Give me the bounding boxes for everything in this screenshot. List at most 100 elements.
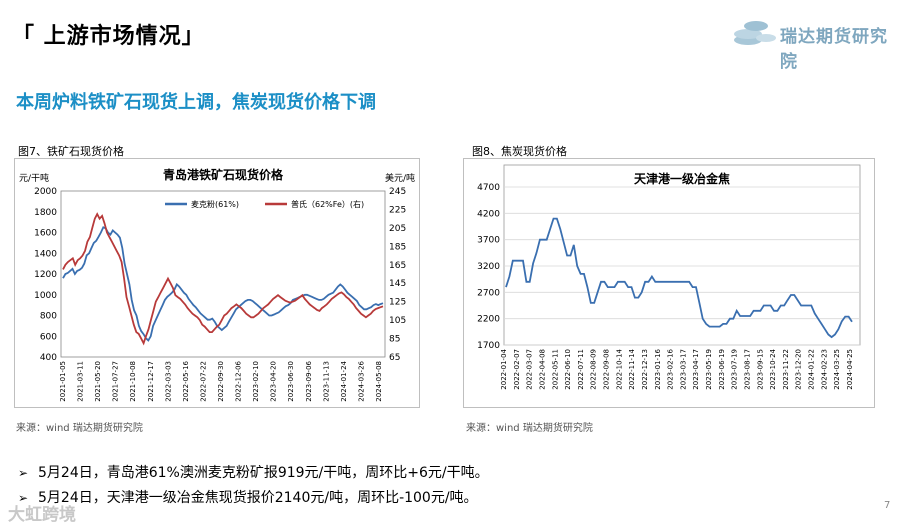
y2-tick-label: 125: [389, 298, 406, 308]
x-tick-label: 2023-11-13: [322, 361, 330, 402]
y2-tick-label: 185: [389, 242, 406, 252]
y2-tick-label: 85: [389, 335, 400, 345]
x-tick-label: 2022-05-16: [182, 360, 190, 401]
mac-fines-series-line: [62, 226, 384, 342]
x-tick-label: 2024-02-23: [820, 349, 828, 390]
figure8-source: 来源：wind 瑞达期货研究院: [466, 423, 593, 434]
x-tick-label: 2023-01-16: [654, 348, 662, 389]
y-tick-label: 3700: [477, 236, 500, 246]
x-tick-label: 2023-07-19: [731, 349, 739, 390]
x-tick-label: 2022-07-22: [199, 361, 207, 402]
y-tick-label: 600: [40, 332, 57, 342]
y2-tick-label: 65: [389, 353, 400, 363]
x-tick-label: 2022-03-03: [164, 361, 172, 402]
x-tick-label: 2022-10-14: [615, 348, 623, 389]
bullet-item: ➢ 5月24日，天津港一级冶金焦现货报价2140元/吨，周环比-100元/吨。: [18, 487, 478, 507]
coke-price-series-line: [505, 217, 853, 339]
x-tick-label: 2023-04-17: [692, 349, 700, 390]
x-tick-label: 2022-12-06: [235, 360, 243, 401]
coin-icon: [756, 34, 776, 42]
x-tick-label: 2023-11-22: [782, 349, 790, 390]
x-tick-label: 2022-03-07: [526, 349, 534, 390]
x-tick-label: 2021-07-27: [112, 361, 120, 402]
bullet-text: 5月24日，天津港一级冶金焦现货报价2140元/吨，周环比-100元/吨。: [38, 490, 478, 506]
x-tick-label: 2024-01-22: [808, 349, 816, 390]
x-tick-label: 2023-12-20: [795, 349, 803, 390]
y-tick-label: 4200: [477, 209, 500, 219]
figure8-frame: 天津港一级冶金焦 1700 2200 2700 3200 3700 4200 4700 2022…: [463, 158, 875, 408]
figure7-frame: 青岛港铁矿石现货价格 元/干吨 美元/吨 400 600 800 1000 1200 1400 1…: [14, 158, 420, 408]
coin-icon: [734, 29, 762, 39]
plot-area: [60, 190, 386, 358]
page-number: 7: [884, 500, 891, 511]
x-tick-label: 2023-06-19: [718, 349, 726, 390]
platts-series-line: [62, 212, 384, 346]
arrow-bullet-icon: ➢: [18, 491, 29, 505]
x-tick-label: 2024-05-08: [375, 361, 383, 402]
y-tick-label: 2700: [477, 288, 500, 298]
x-tick-label: 2021-03-11: [77, 361, 85, 402]
y-tick-label: 800: [40, 312, 57, 322]
iron-ore-price-chart: 青岛港铁矿石现货价格 元/干吨 美元/吨 400 600 800 1000 1200 1400 1…: [19, 167, 415, 402]
y-tick-label: 1700: [477, 341, 500, 351]
x-tick-label: 2023-08-17: [743, 349, 751, 390]
x-tick-label: 2022-05-11: [551, 349, 559, 390]
bullet-text: 5月24日，青岛港61%澳洲麦克粉矿报919元/干吨，周环比+6元/干吨。: [38, 465, 489, 481]
coin-icon: [744, 21, 768, 31]
x-tick-label: 2021-10-08: [129, 361, 137, 402]
x-tick-label: 2023-02-16: [667, 348, 675, 389]
y-tick-label: 1400: [34, 249, 57, 259]
x-tick-label: 2021-05-20: [94, 361, 102, 402]
y-tick-label: 1000: [34, 291, 57, 301]
x-tick-label: 2022-09-30: [217, 361, 225, 402]
x-tick-label: 2023-05-19: [705, 349, 713, 390]
y-tick-label: 1200: [34, 270, 57, 280]
y2-tick-label: 205: [389, 224, 406, 234]
plot-area: [503, 164, 861, 346]
y2-axis-label: 美元/吨: [385, 172, 415, 184]
x-tick-label: 2022-07-11: [577, 349, 585, 390]
y-tick-label: 3200: [477, 262, 500, 272]
company-logo: [734, 21, 776, 45]
figure8-caption: 图8、焦炭现货价格: [472, 145, 567, 158]
x-tick-label: 2022-12-13: [641, 349, 649, 390]
x-tick-label: 2021-01-05: [59, 361, 67, 402]
y-tick-label: 4700: [477, 183, 500, 193]
legend-entry: 普氏（62%Fe）(右): [291, 199, 364, 209]
section-subtitle: 本周炉料铁矿石现货上调，焦炭现货价格下调: [16, 92, 376, 113]
x-tick-label: 2023-09-06: [305, 360, 313, 401]
watermark: 大虹跨境: [8, 505, 76, 525]
y2-tick-label: 245: [389, 187, 406, 197]
figure7-caption: 图7、铁矿石现货价格: [18, 145, 124, 158]
chart-title: 天津港一级冶金焦: [634, 171, 730, 186]
x-tick-label: 2022-06-10: [564, 349, 572, 390]
y2-tick-label: 105: [389, 316, 406, 326]
x-tick-label: 2022-08-09: [590, 349, 598, 390]
page-title: 「 上游市场情况」: [12, 24, 205, 49]
x-tick-label: 2024-03-26: [357, 360, 365, 401]
y-axis-label: 元/干吨: [19, 172, 49, 184]
x-tick-label: 2022-09-08: [603, 349, 611, 390]
x-tick-label: 2024-03-25: [833, 349, 841, 390]
x-tick-label: 2024-01-24: [340, 360, 348, 401]
y2-tick-label: 165: [389, 261, 406, 271]
x-tick-label: 2021-12-17: [147, 361, 155, 402]
y2-tick-label: 145: [389, 279, 406, 289]
x-tick-label: 2024-04-25: [846, 349, 854, 390]
x-tick-label: 2022-02-07: [513, 349, 521, 390]
y-tick-label: 1600: [34, 229, 57, 239]
coke-price-chart: 天津港一级冶金焦 1700 2200 2700 3200 3700 4200 4700 2022…: [477, 164, 861, 390]
logo-text: 瑞达期货研究院: [780, 27, 888, 72]
figure7-source: 来源：wind 瑞达期货研究院: [16, 423, 143, 434]
x-tick-label: 2023-10-24: [769, 348, 777, 389]
x-tick-label: 2023-09-15: [756, 349, 764, 390]
x-tick-label: 2022-11-14: [628, 348, 636, 389]
x-tick-label: 2023-06-30: [287, 361, 295, 402]
bullet-item: ➢ 5月24日，青岛港61%澳洲麦克粉矿报919元/干吨，周环比+6元/干吨。: [18, 462, 489, 482]
x-tick-label: 2023-02-10: [252, 361, 260, 402]
chart-title: 青岛港铁矿石现货价格: [163, 167, 284, 182]
x-tick-label: 2022-01-04: [500, 348, 508, 389]
legend-entry: 麦克粉(61%): [191, 199, 239, 209]
y-tick-label: 1800: [34, 208, 57, 218]
x-tick-label: 2023-03-17: [679, 349, 687, 390]
